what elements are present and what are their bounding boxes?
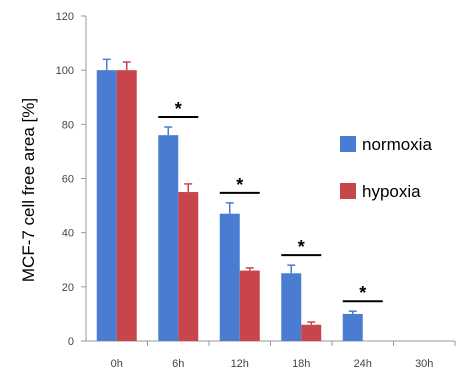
- significance-markers: * * * *: [158, 99, 383, 303]
- significance-star-24h: *: [359, 283, 366, 303]
- y-tick-label: 0: [68, 336, 74, 348]
- bar-hypoxia-12h: [239, 270, 260, 341]
- y-tick-label: 80: [62, 119, 74, 131]
- bar-normoxia-0h: [96, 70, 117, 342]
- x-tick-label: 30h: [415, 358, 433, 370]
- legend-swatch-normoxia: [340, 136, 356, 152]
- bar-hypoxia-18h: [301, 324, 322, 341]
- bar-normoxia-12h: [219, 213, 240, 341]
- bars: [96, 70, 363, 342]
- legend: normoxia hypoxia: [340, 135, 432, 201]
- bar-normoxia-24h: [342, 313, 363, 341]
- legend-label-hypoxia: hypoxia: [362, 182, 421, 201]
- legend-swatch-hypoxia: [340, 183, 356, 199]
- y-tick-label: 40: [62, 228, 74, 240]
- y-tick-label: 60: [62, 174, 74, 186]
- bar-hypoxia-0h: [116, 70, 137, 342]
- x-tick-label: 24h: [354, 358, 372, 370]
- x-tick-label: 0h: [111, 358, 123, 370]
- bar-normoxia-18h: [281, 273, 302, 341]
- y-axis-label: MCF-7 cell free area [%]: [19, 98, 38, 282]
- legend-label-normoxia: normoxia: [362, 135, 432, 154]
- y-tick-label: 120: [56, 11, 74, 23]
- y-axis: 0 20 40 60 80 100 120: [56, 11, 87, 348]
- significance-star-18h: *: [298, 237, 305, 257]
- bar-hypoxia-6h: [178, 192, 199, 341]
- error-bars: [102, 58, 357, 325]
- x-tick-label: 12h: [231, 358, 249, 370]
- y-tick-label: 100: [56, 65, 74, 77]
- x-tick-label: 18h: [292, 358, 310, 370]
- bar-normoxia-6h: [158, 135, 179, 341]
- x-axis: 0h 6h 12h 18h 24h 30h: [86, 340, 456, 370]
- significance-star-12h: *: [236, 175, 243, 195]
- y-tick-label: 20: [62, 282, 74, 294]
- significance-star-6h: *: [175, 99, 182, 119]
- x-tick-label: 6h: [172, 358, 184, 370]
